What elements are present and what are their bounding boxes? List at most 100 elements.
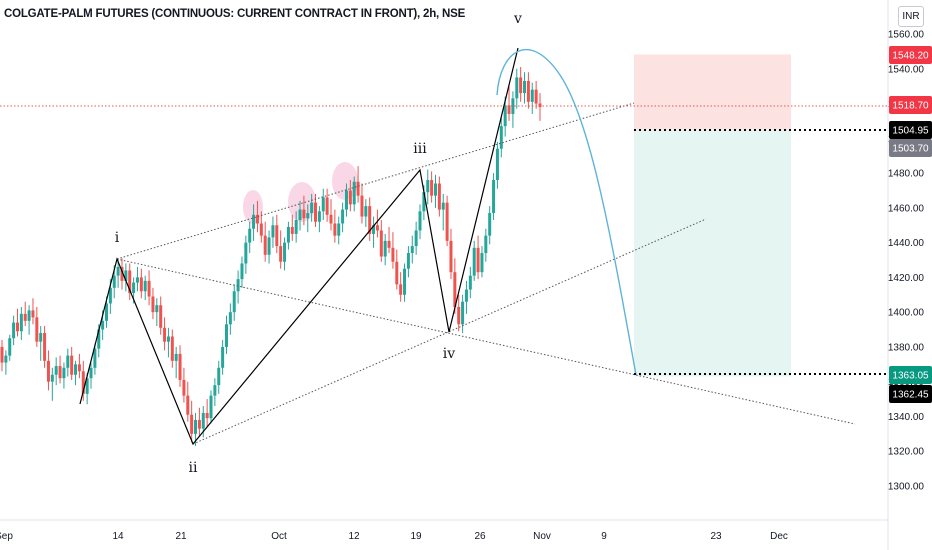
candle: [50, 367, 54, 401]
candle: [35, 306, 39, 347]
candle: [391, 232, 395, 269]
candle: [406, 246, 410, 278]
candle-body: [132, 282, 136, 294]
candle: [62, 362, 66, 389]
candle: [298, 200, 302, 231]
candle-body: [35, 317, 39, 342]
price-axis: 1560.001540.001520.001500.001480.001460.…: [887, 0, 925, 550]
candle: [302, 195, 306, 226]
x-tick-label: 19: [410, 531, 422, 542]
price-badge: 1362.45: [889, 385, 932, 403]
candle: [372, 216, 376, 248]
candle-body: [476, 247, 480, 273]
candle-body: [8, 338, 12, 356]
candle-body: [259, 223, 263, 236]
candle-body: [19, 313, 23, 332]
candle: [120, 258, 124, 290]
candle-body: [120, 266, 124, 281]
candle-body: [267, 237, 271, 255]
candle-body: [406, 253, 410, 269]
candle: [414, 221, 418, 255]
y-tick-label: 1400.00: [888, 308, 925, 319]
candle: [290, 214, 294, 241]
time-axis: Sep 14 21 Oct 12 19 26 Nov 9 23 Dec: [0, 519, 888, 542]
candle: [66, 348, 70, 377]
candle: [472, 240, 476, 281]
position-zones: [634, 54, 791, 377]
candle-body: [298, 209, 302, 221]
candle-body: [135, 277, 139, 283]
candle-body: [495, 148, 499, 181]
highlight-ellipse: [288, 182, 316, 222]
candle: [259, 211, 263, 243]
candle: [81, 360, 85, 401]
candle: [197, 407, 201, 436]
candle-body: [139, 277, 143, 292]
candle-body: [224, 324, 228, 347]
price-badge-bg: [889, 366, 932, 384]
candle: [468, 266, 472, 299]
y-tick-label: 1340.00: [888, 412, 925, 423]
candle: [271, 216, 275, 248]
candle-body: [437, 183, 441, 210]
candle-body: [341, 209, 345, 224]
candle-body: [166, 336, 170, 342]
candle-body: [244, 242, 248, 264]
currency-button[interactable]: INR: [898, 6, 924, 27]
candle-body: [205, 412, 209, 419]
price-badge-label: 1503.70: [892, 144, 929, 155]
price-badge-bg: [889, 121, 932, 139]
candle-body: [499, 126, 503, 149]
candle-body: [410, 246, 414, 254]
candle-body: [58, 366, 62, 379]
candle-body: [399, 284, 403, 295]
candlesticks: [0, 67, 542, 447]
candle-body: [232, 291, 236, 313]
candle: [441, 193, 445, 231]
candle-body: [116, 266, 120, 276]
candle-body: [62, 367, 66, 379]
x-tick-label: 9: [601, 531, 607, 542]
candle-body: [503, 105, 507, 127]
candle: [461, 294, 465, 334]
candle-body: [294, 220, 298, 234]
y-tick-label: 1560.00: [888, 30, 925, 41]
x-tick-label: Oct: [271, 531, 287, 542]
candle: [213, 378, 217, 407]
candle-body: [66, 355, 70, 368]
price-badge-label: 1548.20: [892, 51, 929, 62]
candle-body: [364, 206, 368, 217]
candle-body: [403, 268, 407, 295]
price-badge-bg: [889, 46, 932, 64]
candle: [58, 355, 62, 384]
y-tick-label: 1540.00: [888, 64, 925, 75]
candle-body: [418, 211, 422, 231]
candle: [31, 298, 35, 325]
candle-body: [0, 346, 4, 363]
candle: [228, 303, 232, 335]
candle-body: [538, 103, 542, 108]
candle: [492, 173, 496, 221]
candle-body: [74, 364, 78, 375]
price-badge: 1504.95: [889, 121, 932, 139]
candle: [507, 86, 511, 121]
candle: [519, 67, 523, 102]
candle-body: [368, 206, 372, 234]
candle-body: [348, 190, 352, 205]
candle: [275, 214, 279, 254]
x-tick-label: 23: [710, 531, 722, 542]
candle: [244, 235, 248, 274]
candle: [19, 306, 23, 340]
candle: [360, 183, 364, 224]
candle-body: [526, 80, 530, 102]
candle-body: [461, 301, 465, 325]
y-tick-label: 1380.00: [888, 342, 925, 353]
candle-body: [50, 374, 54, 382]
candle: [283, 237, 287, 271]
x-tick-label: Dec: [770, 531, 788, 542]
candle: [4, 350, 8, 375]
candle: [93, 343, 97, 375]
candle: [480, 246, 484, 278]
